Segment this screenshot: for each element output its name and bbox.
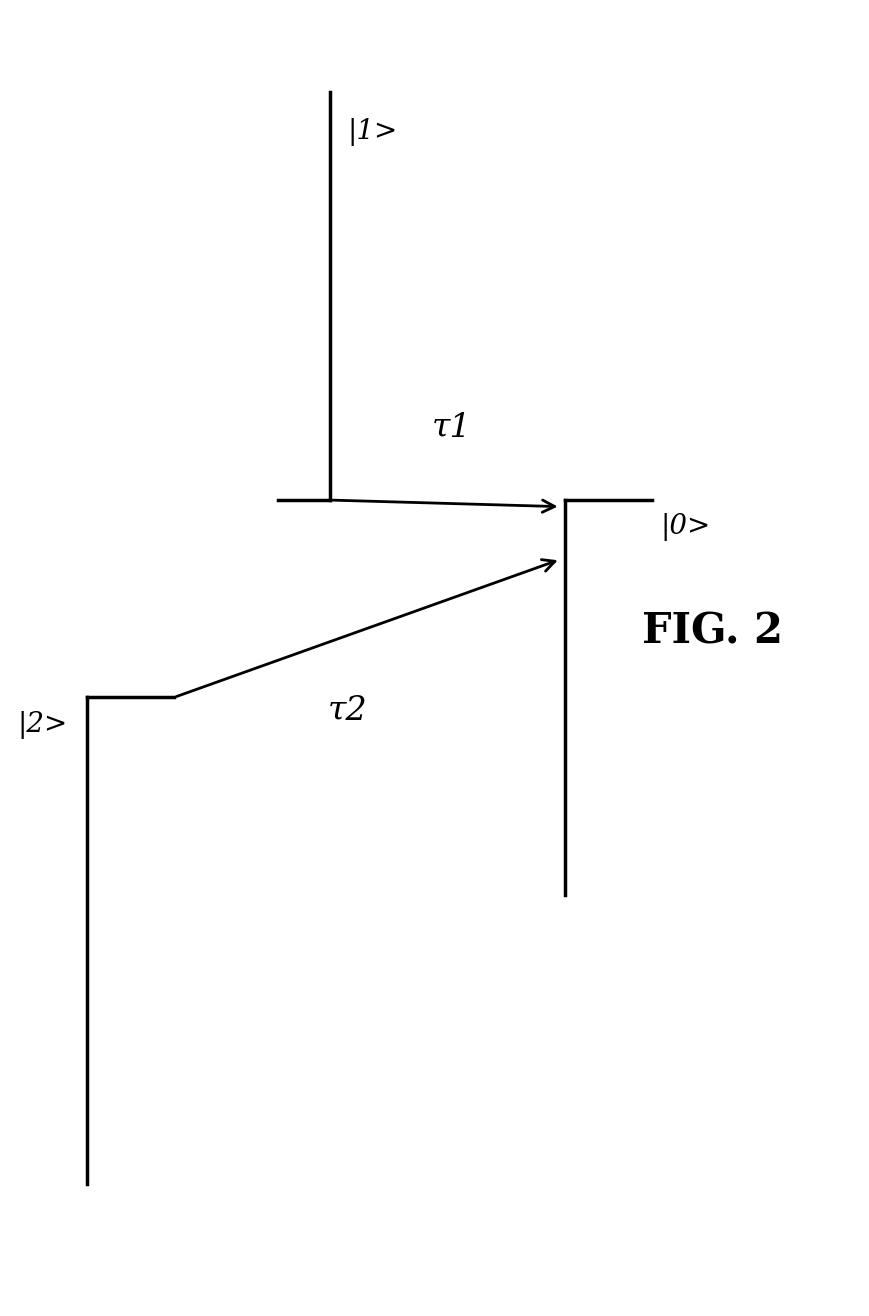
Text: τ2: τ2 <box>328 695 368 726</box>
Text: |1>: |1> <box>348 118 398 146</box>
Text: τ1: τ1 <box>432 412 472 443</box>
Text: |0>: |0> <box>660 513 711 541</box>
Text: FIG. 2: FIG. 2 <box>642 611 783 653</box>
Text: |2>: |2> <box>17 711 68 738</box>
